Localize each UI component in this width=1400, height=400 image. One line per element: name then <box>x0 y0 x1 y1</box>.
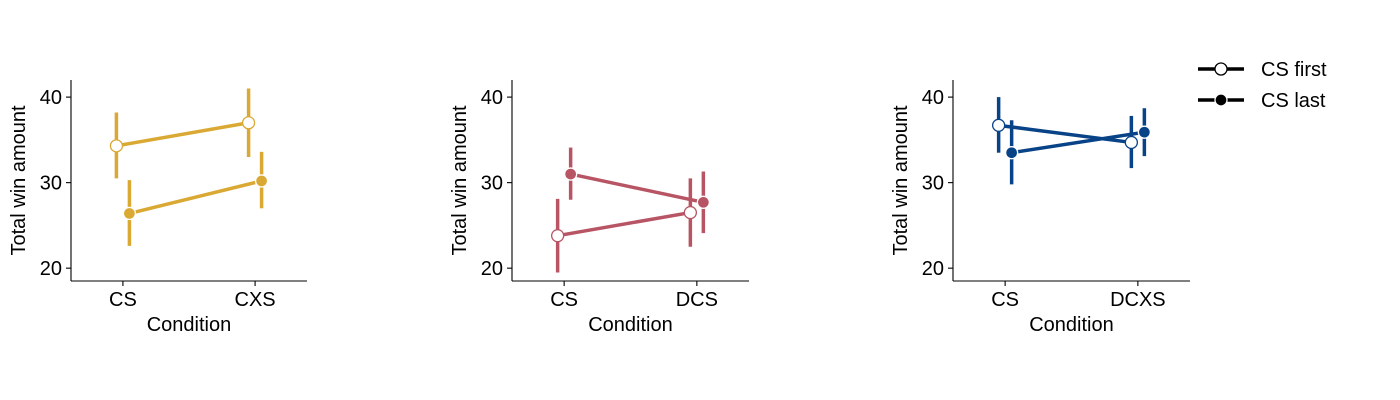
data-point <box>254 174 269 188</box>
data-point <box>991 118 1006 132</box>
x-tick-label: CS <box>109 289 137 311</box>
series-line-cs-last <box>1011 130 1145 155</box>
x-tick-label: DCXS <box>1110 289 1166 311</box>
x-axis-label: Condition <box>147 314 232 336</box>
y-axis-label: Total win amount <box>449 105 471 256</box>
series-line-cs-first <box>557 210 691 238</box>
y-tick-label: 20 <box>40 258 62 280</box>
legend-label: CS last <box>1261 90 1326 112</box>
chart-panel-3: 20 30 40 CS DCXS Condition Total win amount <box>890 80 1190 336</box>
x-tick-label: DCS <box>676 289 718 311</box>
series-line-cs-last <box>570 172 704 205</box>
legend-marker <box>1214 93 1228 107</box>
y-axis-label: Total win amount <box>890 105 912 256</box>
y-tick-label: 20 <box>922 258 944 280</box>
series-line-cs-first <box>116 121 249 148</box>
y-tick-label: 40 <box>922 87 944 109</box>
y-tick-label: 30 <box>40 173 62 195</box>
x-tick-label: CS <box>550 289 578 311</box>
x-tick-label: CXS <box>235 289 276 311</box>
data-point <box>1137 125 1152 139</box>
y-tick-label: 30 <box>481 173 503 195</box>
x-tick-label: CS <box>991 289 1019 311</box>
legend: CS first CS last <box>1198 59 1327 112</box>
y-axis-label: Total win amount <box>8 105 30 256</box>
y-tick-label: 20 <box>481 258 503 280</box>
data-point <box>122 206 137 221</box>
series-line-cs-last <box>129 179 262 216</box>
data-point <box>109 139 124 153</box>
data-point <box>1124 135 1139 150</box>
x-axis-label: Condition <box>588 314 673 336</box>
x-axis-label: Condition <box>1029 314 1114 336</box>
legend-marker <box>1214 62 1228 76</box>
data-point <box>683 205 698 220</box>
legend-label: CS first <box>1261 59 1327 81</box>
y-tick-label: 30 <box>922 173 944 195</box>
data-point <box>563 167 578 181</box>
data-point <box>696 195 711 209</box>
data-point <box>550 229 565 243</box>
data-point <box>1004 146 1019 160</box>
y-tick-label: 40 <box>40 87 62 109</box>
series-line-cs-first <box>998 123 1132 145</box>
data-point <box>241 116 256 130</box>
y-tick-label: 40 <box>481 87 503 109</box>
